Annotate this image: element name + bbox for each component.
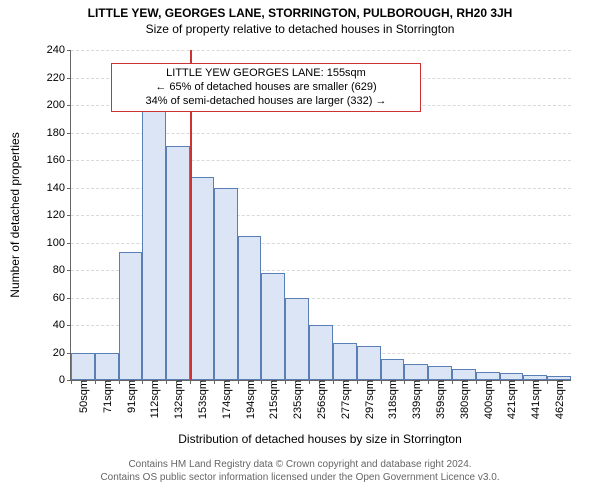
x-tick: 297sqm: [362, 380, 376, 419]
annotation-line: 34% of semi-detached houses are larger (…: [118, 95, 414, 109]
x-axis-label: Distribution of detached houses by size …: [70, 432, 570, 446]
x-tick-mark: [428, 380, 429, 384]
y-tick: 0: [59, 374, 71, 386]
bar: [452, 369, 476, 380]
x-tick-mark: [285, 380, 286, 384]
x-tick-mark: [119, 380, 120, 384]
x-tick: 380sqm: [457, 380, 471, 419]
x-tick: 215sqm: [266, 380, 280, 419]
y-axis-label: Number of detached properties: [8, 132, 22, 297]
x-tick-mark: [404, 380, 405, 384]
bar: [404, 364, 428, 381]
bar: [142, 108, 166, 380]
y-tick: 60: [53, 292, 71, 304]
plot-area: 02040608010012014016018020022024050sqm71…: [70, 50, 571, 381]
y-tick: 220: [47, 72, 71, 84]
x-tick: 132sqm: [171, 380, 185, 419]
x-tick-mark: [71, 380, 72, 384]
bar: [309, 325, 333, 380]
y-tick: 200: [47, 99, 71, 111]
x-tick-mark: [523, 380, 524, 384]
bar: [190, 177, 214, 381]
y-tick: 100: [47, 237, 71, 249]
gridline: [71, 50, 571, 51]
footer-line-1: Contains HM Land Registry data © Crown c…: [0, 458, 600, 471]
x-tick: 421sqm: [504, 380, 518, 419]
x-tick-mark: [452, 380, 453, 384]
chart-container: 0 20 40 60 80 100 120 140 160 180 200 220 240 50sqm 71…: [0, 0, 600, 500]
x-tick: 153sqm: [195, 380, 209, 419]
bar: [428, 366, 452, 380]
x-tick-mark: [381, 380, 382, 384]
x-tick-mark: [476, 380, 477, 384]
y-tick: 140: [47, 182, 71, 194]
x-tick-mark: [547, 380, 548, 384]
bar: [95, 353, 119, 381]
x-tick: 235sqm: [290, 380, 304, 419]
footer-line-2: Contains OS public sector information li…: [0, 471, 600, 484]
x-tick: 91sqm: [124, 380, 138, 413]
y-tick: 240: [47, 44, 71, 56]
x-tick: 112sqm: [147, 380, 161, 418]
x-tick-mark: [333, 380, 334, 384]
x-tick: 441sqm: [528, 380, 542, 419]
x-tick-mark: [238, 380, 239, 384]
annotation-box: LITTLE YEW GEORGES LANE: 155sqm← 65% of …: [111, 63, 421, 112]
bar: [214, 188, 238, 381]
bar: [381, 359, 405, 380]
x-tick: 174sqm: [219, 380, 233, 419]
footer-credits: Contains HM Land Registry data © Crown c…: [0, 458, 600, 484]
y-tick: 80: [53, 264, 71, 276]
x-tick: 256sqm: [314, 380, 328, 419]
x-tick: 359sqm: [433, 380, 447, 419]
x-tick: 50sqm: [76, 380, 90, 413]
x-tick: 194sqm: [243, 380, 257, 419]
y-tick: 160: [47, 154, 71, 166]
bar: [166, 146, 190, 380]
bar: [119, 252, 143, 380]
x-tick-mark: [500, 380, 501, 384]
x-tick-mark: [166, 380, 167, 384]
x-tick: 400sqm: [481, 380, 495, 419]
bar: [500, 373, 524, 380]
bar: [357, 346, 381, 380]
bar: [285, 298, 309, 381]
y-tick: 180: [47, 127, 71, 139]
x-tick-mark: [142, 380, 143, 384]
x-tick-mark: [309, 380, 310, 384]
x-tick: 462sqm: [552, 380, 566, 419]
y-tick: 120: [47, 209, 71, 221]
bar: [71, 353, 95, 381]
y-tick: 20: [53, 347, 71, 359]
bar: [333, 343, 357, 380]
y-tick: 40: [53, 319, 71, 331]
x-tick: 71sqm: [100, 380, 114, 413]
x-tick-mark: [190, 380, 191, 384]
x-tick: 339sqm: [409, 380, 423, 419]
x-tick-mark: [95, 380, 96, 384]
bar: [238, 236, 262, 380]
bar: [476, 372, 500, 380]
x-tick: 318sqm: [385, 380, 399, 419]
x-tick-mark: [261, 380, 262, 384]
x-tick-mark: [357, 380, 358, 384]
x-tick: 277sqm: [338, 380, 352, 419]
annotation-line: LITTLE YEW GEORGES LANE: 155sqm: [118, 67, 414, 81]
annotation-line: ← 65% of detached houses are smaller (62…: [118, 81, 414, 95]
bar: [261, 273, 285, 380]
x-tick-mark: [214, 380, 215, 384]
